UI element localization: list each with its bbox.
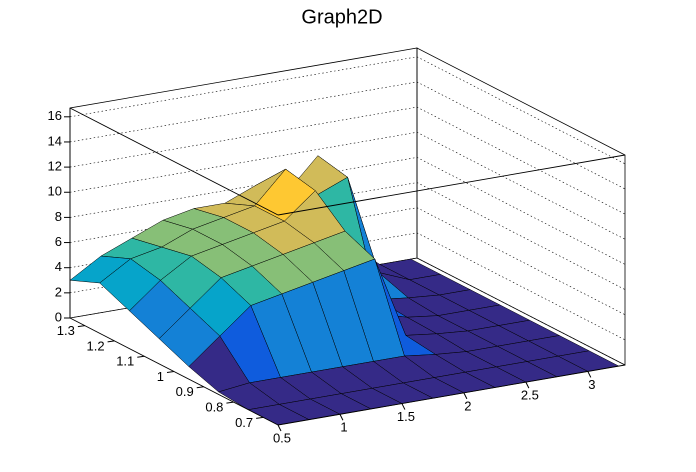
- y-tick: [107, 340, 115, 343]
- grid-line: [69, 81, 626, 190]
- x-tick-label: 1.5: [397, 409, 415, 424]
- x-tick-label: 1: [340, 420, 347, 435]
- box-edge: [69, 107, 279, 216]
- box-edge: [277, 154, 626, 216]
- x-tick-label: 2.5: [521, 388, 539, 403]
- z-tick-label: 8: [55, 209, 62, 224]
- y-tick-label: 0.7: [235, 415, 253, 430]
- x-tick: [277, 424, 282, 432]
- x-tick: [401, 403, 406, 410]
- grid-line: [69, 131, 626, 240]
- z-tick-label: 4: [55, 259, 62, 274]
- x-tick: [587, 371, 592, 378]
- y-tick: [77, 325, 85, 328]
- x-tick: [463, 392, 468, 400]
- chart-title: Graph2D: [301, 6, 382, 28]
- x-axis: [277, 364, 626, 426]
- z-tick-label: 16: [48, 108, 62, 123]
- x-tick: [339, 414, 344, 421]
- y-tick-label: 1.1: [116, 354, 134, 369]
- z-tick-label: 14: [48, 133, 62, 148]
- y-tick-label: 1.2: [86, 338, 104, 353]
- x-tick-label: 2: [464, 398, 471, 413]
- y-tick-label: 0.8: [205, 400, 223, 415]
- grid-line: [69, 106, 626, 215]
- y-tick-label: 0.9: [176, 384, 194, 399]
- y-tick: [196, 386, 204, 389]
- grid-line: [69, 157, 626, 265]
- grid-line: [69, 56, 626, 165]
- z-tick-label: 12: [48, 159, 62, 174]
- y-tick: [166, 371, 175, 373]
- z-tick-label: 10: [48, 184, 62, 199]
- x-tick: [525, 381, 530, 389]
- side-wall: [416, 47, 626, 366]
- z-tick-label: 6: [55, 234, 62, 249]
- y-tick: [256, 416, 264, 419]
- z-tick-label: 0: [55, 309, 62, 324]
- y-tick-label: 1.3: [57, 323, 75, 338]
- z-tick-label: 2: [55, 284, 62, 299]
- y-tick: [137, 355, 145, 358]
- y-tick-label: 1: [157, 369, 164, 384]
- x-tick-label: 0.5: [273, 430, 291, 445]
- y-tick: [226, 401, 234, 404]
- x-tick-label: 3: [588, 377, 595, 392]
